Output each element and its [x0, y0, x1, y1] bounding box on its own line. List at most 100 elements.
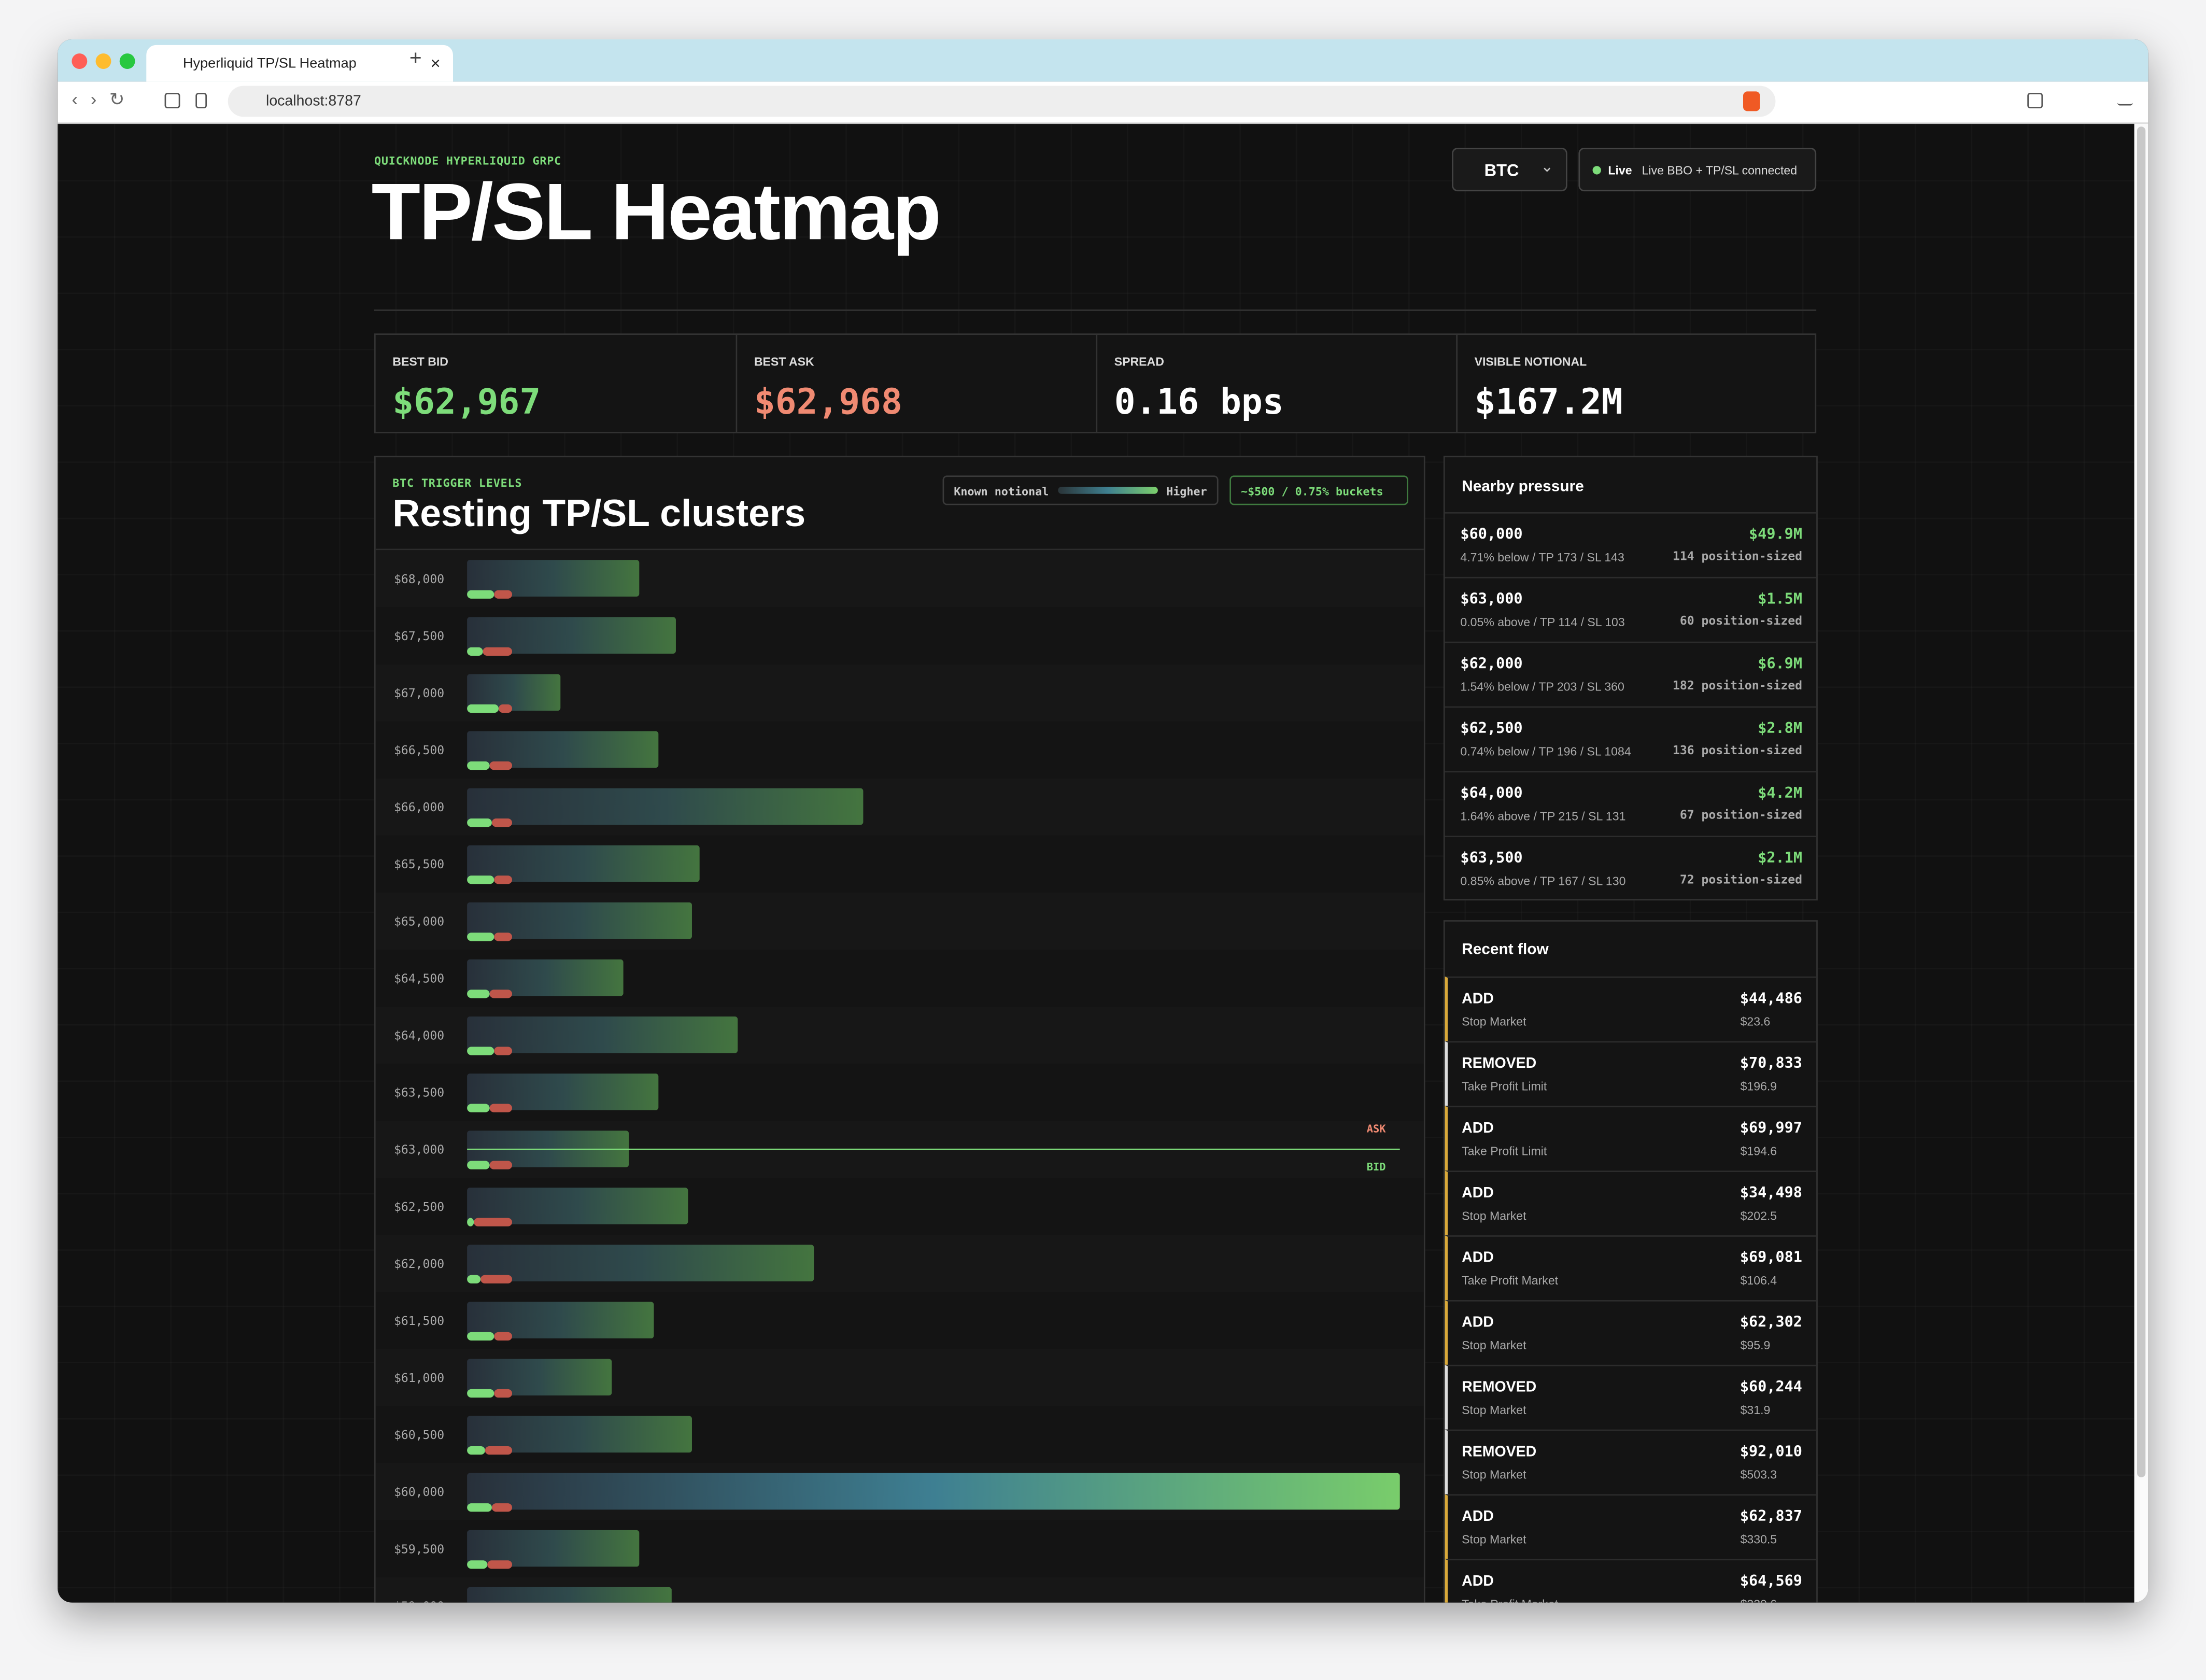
toolbar: ‹›↻ localhost:8787 — [58, 81, 2148, 124]
count: 60 position-sized — [1679, 615, 1803, 629]
sidebar-button[interactable] — [164, 93, 180, 109]
notional-bar — [467, 845, 700, 882]
bid-label: BID — [1367, 1161, 1386, 1173]
tab[interactable]: Hyperliquid TP/SL Heatmap × — [146, 45, 454, 82]
notional-bar — [467, 1359, 612, 1396]
amount: $70,833 — [1740, 1055, 1803, 1072]
stat-value: $167.2M — [1474, 381, 1623, 422]
bookmark-button[interactable] — [195, 93, 207, 109]
status-pill: Live Live BBO + TP/SL connected — [1578, 148, 1817, 192]
notional: $4.2M — [1758, 785, 1803, 802]
action: ADD — [1462, 1573, 1494, 1590]
pressure-row: $62,500 0.74% below / TP 196 / SL 1084 $2.… — [1445, 706, 1817, 771]
notional-bar — [467, 788, 864, 825]
size: $106.4 — [1740, 1273, 1777, 1288]
price-label: $64,500 — [394, 972, 444, 985]
stat-value: $62,967 — [392, 381, 541, 422]
size: $202.5 — [1740, 1208, 1777, 1223]
amount: $34,498 — [1740, 1184, 1803, 1202]
tp-share — [467, 1104, 490, 1112]
eyebrow: QUICKNODE HYPERLIQUID GRPC — [374, 154, 562, 168]
sl-share — [489, 990, 513, 998]
price-label: $68,000 — [394, 573, 444, 586]
sl-share — [487, 1560, 513, 1569]
address-bar[interactable]: localhost:8787 — [228, 86, 1776, 117]
notional-bar — [467, 1188, 688, 1224]
sl-share — [483, 647, 513, 656]
notional-bar — [467, 674, 561, 711]
amount: $69,997 — [1740, 1120, 1803, 1137]
price-label: $60,500 — [394, 1429, 444, 1442]
tp-share — [467, 647, 483, 656]
sl-share — [494, 933, 513, 941]
asset-select[interactable]: BTC ⌄ — [1452, 148, 1567, 192]
detail: 0.85% above / TP 167 / SL 130 — [1460, 873, 1626, 888]
size: $196.9 — [1740, 1079, 1777, 1094]
price-label: $66,500 — [394, 744, 444, 757]
stat-card: BEST ASK $62,968 — [736, 335, 1096, 432]
menu[interactable] — [2117, 93, 2133, 106]
tp-share — [467, 1047, 494, 1055]
asset: BTC — [1484, 160, 1519, 180]
action: ADD — [1462, 1314, 1494, 1331]
sl-share — [489, 1104, 513, 1112]
nav-buttons[interactable]: ‹›↻ — [72, 89, 137, 110]
new-tab[interactable]: + — [409, 46, 422, 70]
notional-bar — [467, 731, 659, 768]
price-label: $59,500 — [394, 1543, 444, 1556]
minimize-button[interactable] — [95, 53, 111, 69]
detail: 0.05% above / TP 114 / SL 103 — [1460, 615, 1625, 629]
stats: BEST BID $62,967 BEST ASK $62,968 SPREAD 0.16… — [374, 333, 1817, 434]
count: 136 position-sized — [1672, 744, 1803, 759]
price: $64,000 — [1460, 785, 1523, 802]
price: $63,000 — [1460, 591, 1523, 608]
order-type: Stop Market — [1462, 1338, 1526, 1352]
zoom-button[interactable] — [119, 53, 135, 69]
stat-value: $62,968 — [754, 381, 902, 422]
tp-share — [467, 1389, 494, 1398]
pressure-row: $64,000 1.64% above / TP 215 / SL 131 $4.2… — [1445, 771, 1817, 836]
price-label: $65,000 — [394, 915, 444, 928]
scrollbar[interactable] — [2134, 123, 2148, 1603]
divider — [374, 309, 1817, 311]
sl-share — [480, 1275, 513, 1284]
tab-close[interactable]: × — [430, 53, 441, 74]
scroll-thumb[interactable] — [2137, 126, 2146, 1478]
action: ADD — [1462, 1184, 1494, 1202]
page-title: TP/SL Heatmap — [371, 167, 941, 258]
stat-label: SPREAD — [1114, 355, 1164, 369]
size: $31.9 — [1740, 1403, 1771, 1417]
legend: Known notional Higher — [942, 475, 1219, 505]
price-label: $66,000 — [394, 801, 444, 814]
sl-share — [489, 1161, 513, 1169]
brave-shield[interactable] — [1743, 91, 1760, 111]
notional: $1.5M — [1758, 591, 1803, 608]
close-button[interactable] — [72, 53, 88, 69]
count: 72 position-sized — [1679, 873, 1803, 888]
nearby-panel: Nearby pressure $60,000 4.71% below / TP … — [1443, 456, 1818, 901]
notional-bar — [467, 1017, 738, 1053]
tp-share — [467, 704, 499, 713]
action: ADD — [1462, 1249, 1494, 1266]
sl-share — [494, 1047, 513, 1055]
price-label: $60,000 — [394, 1486, 444, 1499]
tp-share — [467, 933, 494, 941]
flow-panel: Recent flow ADD Stop Market $44,486 $23.6 RE… — [1443, 920, 1818, 1603]
price-label: $65,500 — [394, 858, 444, 871]
price: $62,000 — [1460, 655, 1523, 673]
sidebar-toggle[interactable] — [2027, 93, 2043, 109]
price-label: $63,000 — [394, 1143, 444, 1157]
order-type: Take Profit Market — [1462, 1273, 1559, 1288]
amount: $69,081 — [1740, 1249, 1803, 1266]
action: REMOVED — [1462, 1379, 1537, 1396]
sl-share — [498, 704, 513, 713]
amount: $44,486 — [1740, 990, 1803, 1008]
notional: $2.8M — [1758, 720, 1803, 738]
flow-row: ADD Stop Market $34,498 $202.5 — [1445, 1170, 1817, 1236]
tp-share — [467, 1446, 485, 1455]
flow-row: ADD Take Profit Limit $69,997 $194.6 — [1445, 1106, 1817, 1171]
price-label: $67,500 — [394, 630, 444, 643]
flow-row: ADD Stop Market $62,302 $95.9 — [1445, 1300, 1817, 1365]
notional-bar — [467, 959, 624, 996]
